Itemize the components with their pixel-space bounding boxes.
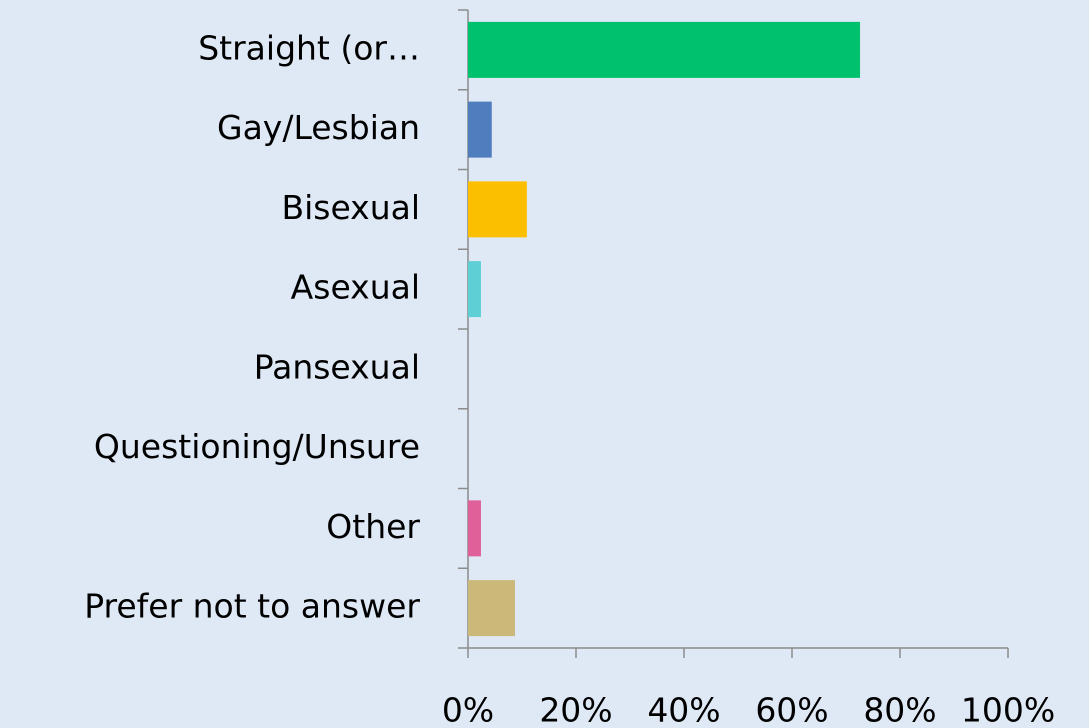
bar <box>468 261 481 318</box>
y-tick-label: Pansexual <box>254 347 420 386</box>
y-tick-label: Gay/Lesbian <box>217 108 420 147</box>
bar <box>468 21 861 78</box>
bar <box>468 181 527 238</box>
bar <box>468 101 492 158</box>
y-tick-label: Asexual <box>291 268 420 307</box>
x-tick-label: 40% <box>647 691 720 728</box>
bar <box>468 580 515 637</box>
y-tick-label: Bisexual <box>281 188 420 227</box>
x-tick-label: 80% <box>863 691 936 728</box>
x-tick-label: 20% <box>539 691 612 728</box>
x-tick-label: 0% <box>442 691 494 728</box>
y-tick-label: Questioning/Unsure <box>94 427 420 466</box>
x-tick-label: 100% <box>961 691 1055 728</box>
y-tick-label: Prefer not to answer <box>84 587 420 626</box>
x-tick-label: 60% <box>755 691 828 728</box>
y-tick-label: Other <box>326 507 420 546</box>
y-tick-label: Straight (or… <box>198 28 420 67</box>
bar <box>468 500 481 557</box>
